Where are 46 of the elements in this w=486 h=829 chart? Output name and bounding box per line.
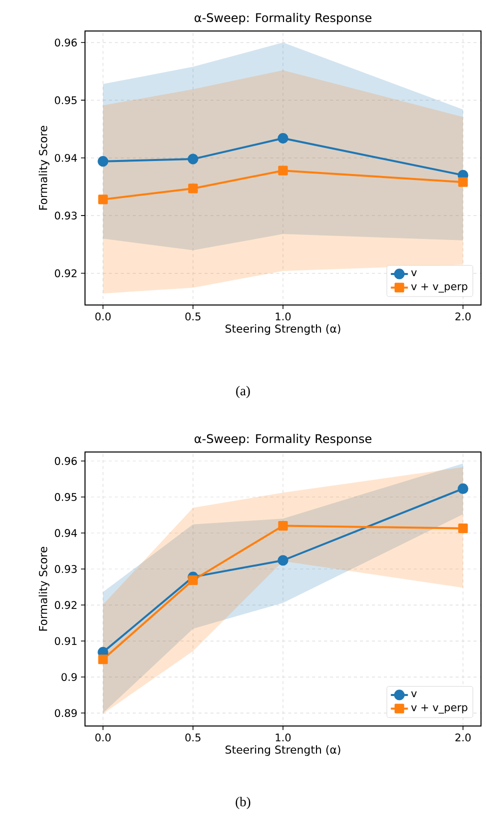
legend-label: v (411, 270, 417, 276)
y-tick-label: 0.91 (54, 637, 77, 645)
point (458, 524, 468, 534)
point (188, 184, 198, 194)
point (458, 177, 468, 187)
point (98, 654, 108, 664)
x-tick-label: 1.0 (276, 312, 291, 320)
legend-label: v + v_perp (411, 284, 468, 293)
text: (b) (236, 796, 250, 810)
point (278, 555, 288, 566)
y-tick-label: 0.92 (54, 601, 76, 609)
legend-label: v + v_perp (411, 704, 468, 714)
point (458, 483, 468, 494)
legend-label: v (411, 691, 417, 698)
point (98, 194, 108, 204)
x-tick-label: 0.0 (95, 734, 111, 742)
y-tick-label: 0.92 (54, 269, 76, 278)
y-tick-label: 0.94 (54, 154, 77, 162)
y-tick-label: 0.96 (54, 457, 77, 465)
y-axis-title: Formality Score (38, 546, 50, 631)
x-tick-label: 0.5 (185, 734, 200, 742)
y-tick-label: 0.96 (54, 38, 77, 46)
point (278, 132, 288, 144)
point (188, 575, 198, 585)
x-tick-label: 2.0 (455, 312, 471, 320)
point (278, 521, 288, 531)
x-axis-title: Steering Strength (α) (226, 745, 340, 756)
chart-title: α-Sweep: Formality Response (194, 12, 372, 24)
x-tick-label: 2.0 (455, 734, 471, 742)
y-axis-title: Formality Score (38, 126, 50, 210)
point (98, 156, 108, 167)
text: (a) (236, 386, 250, 398)
point (188, 154, 198, 164)
y-tick-label: 0.93 (54, 565, 77, 573)
y-tick-label: 0.93 (54, 212, 77, 220)
chart-title: α-Sweep: Formality Response (194, 434, 372, 446)
x-axis-title: Steering Strength (α) (226, 324, 340, 335)
point (278, 166, 288, 176)
y-tick-label: 0.95 (54, 96, 77, 104)
x-tick-label: 0.5 (185, 312, 200, 320)
y-tick-label: 0.9 (62, 673, 77, 681)
y-tick-label: 0.94 (54, 529, 77, 537)
x-tick-label: 0.0 (95, 312, 111, 320)
y-tick-label: 0.95 (54, 493, 77, 501)
y-tick-label: 0.89 (54, 709, 77, 717)
x-tick-label: 1.0 (276, 734, 291, 742)
